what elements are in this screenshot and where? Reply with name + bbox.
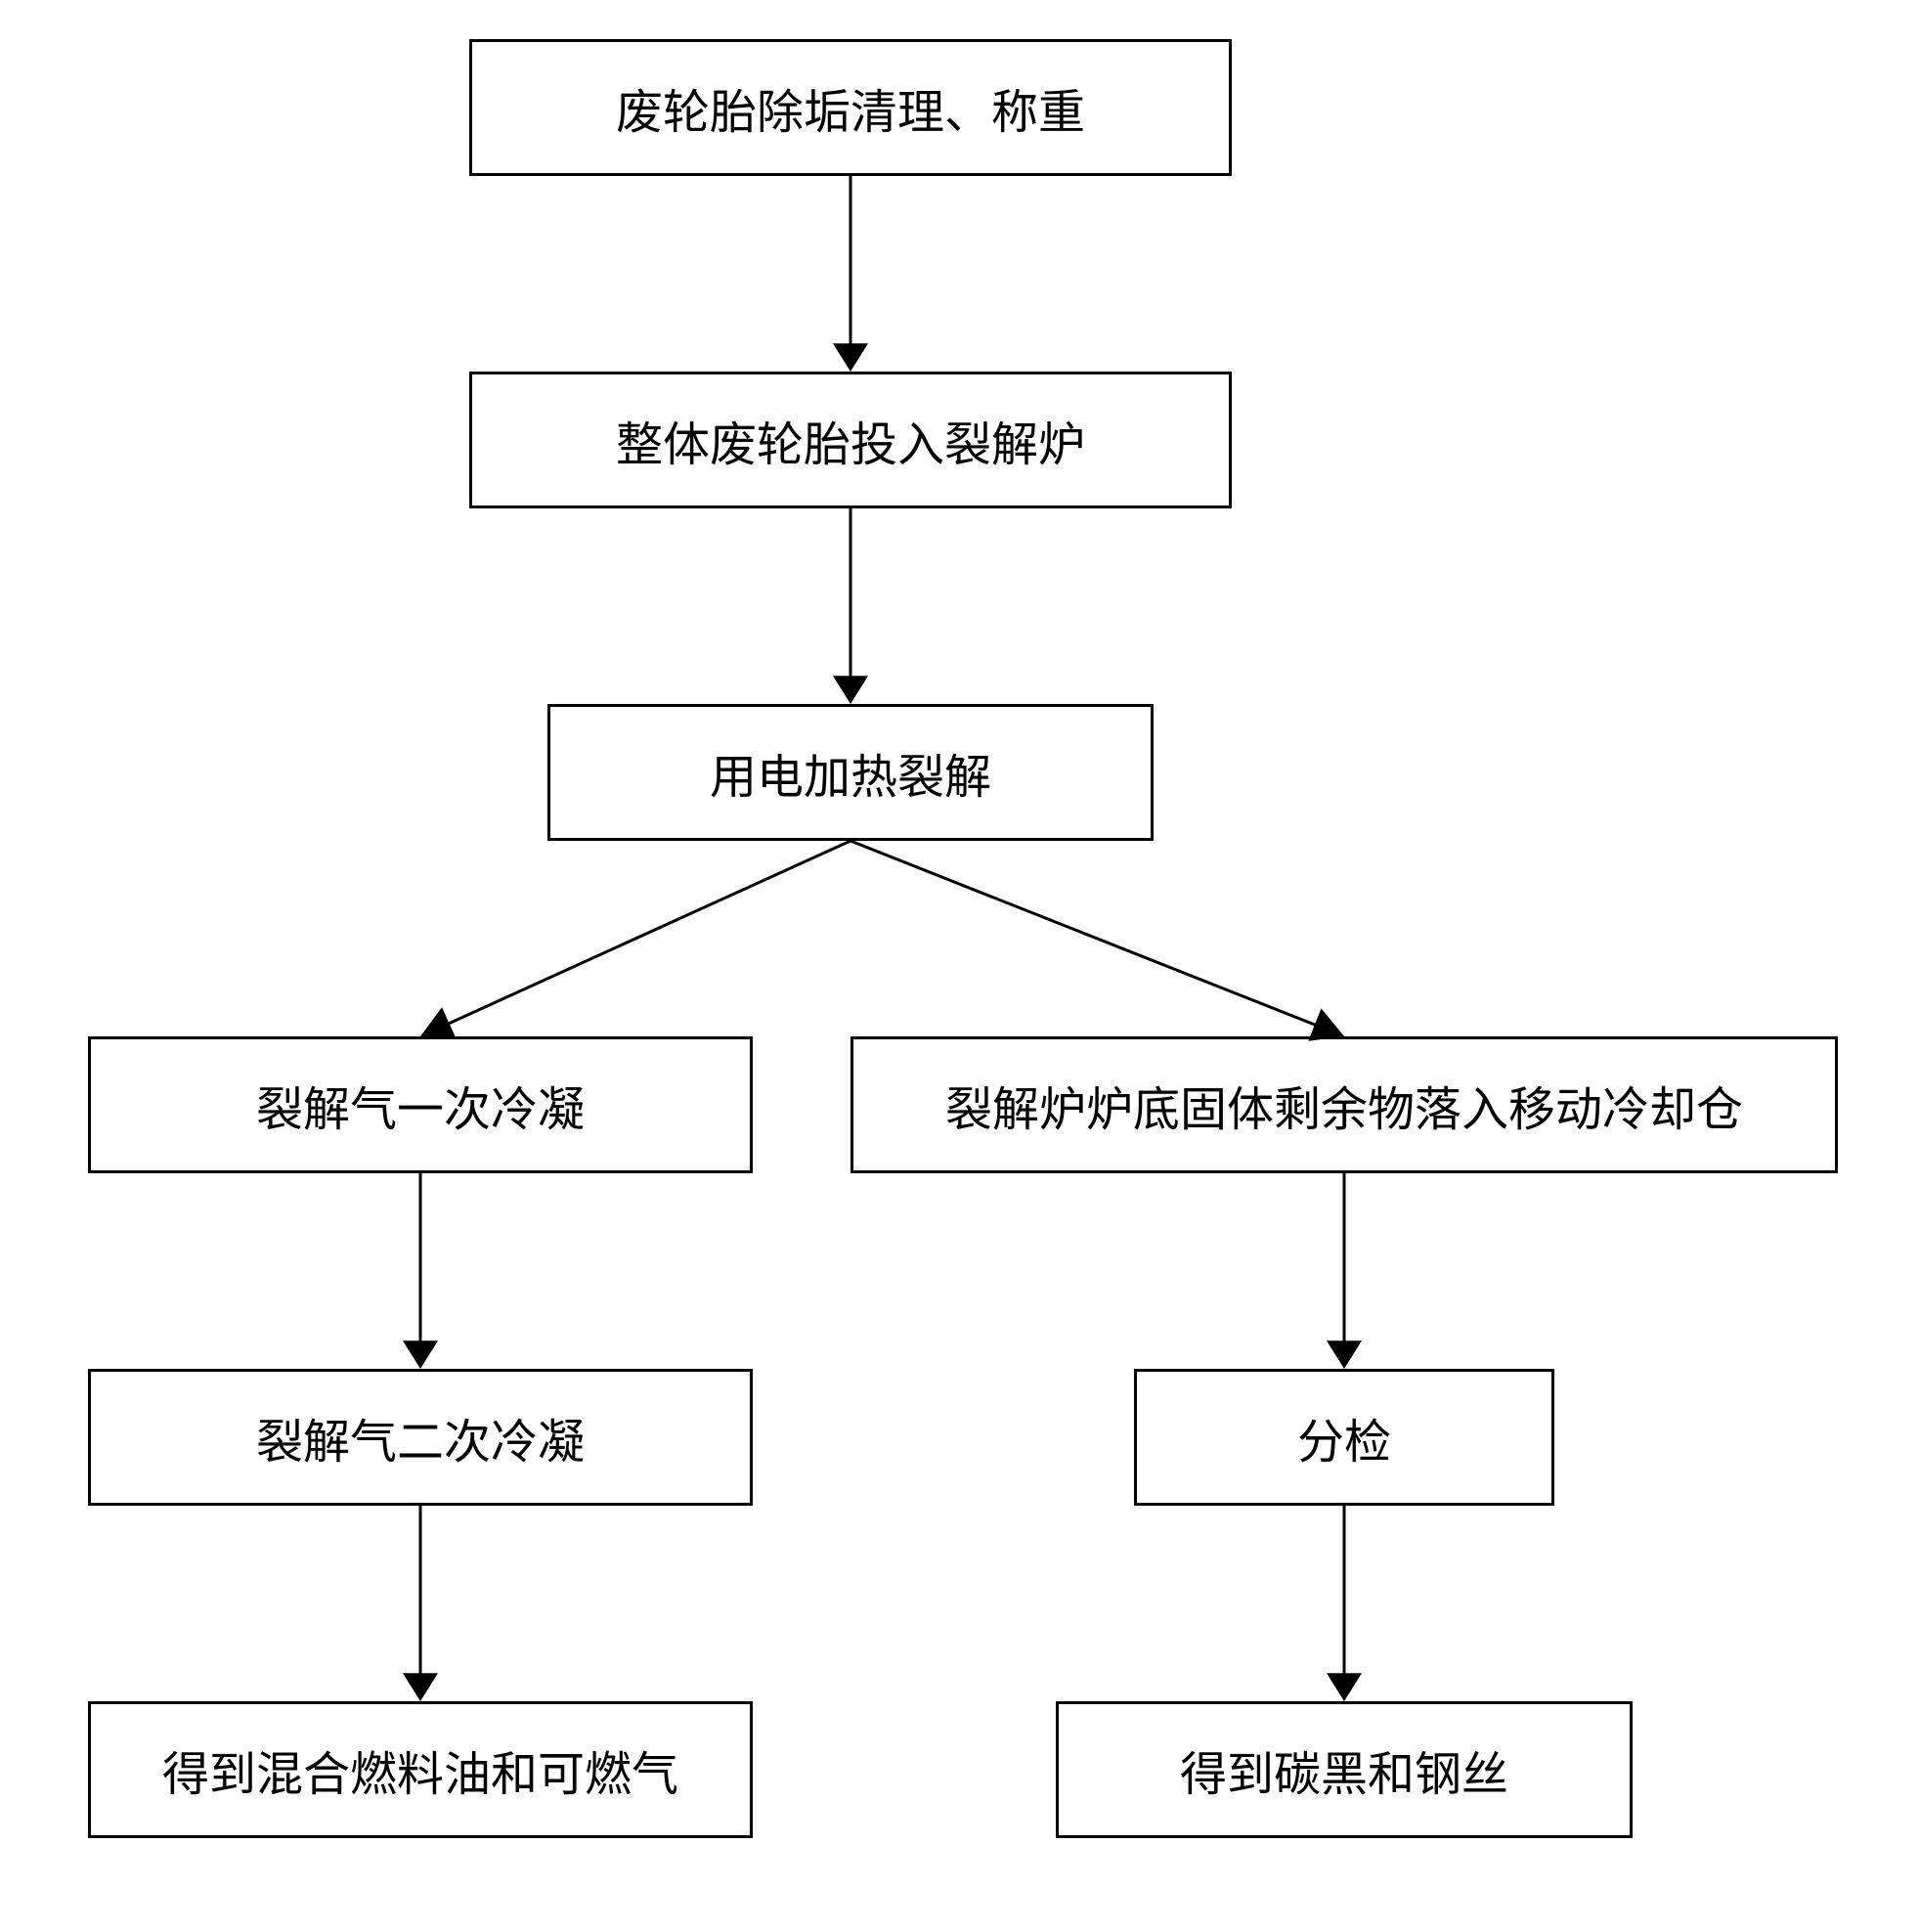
node-step-5-right: 分检	[1134, 1369, 1554, 1506]
flowchart-arrows	[0, 0, 1919, 1932]
node-step-3: 用电加热裂解	[547, 704, 1154, 841]
node-step-2: 整体废轮胎投入裂解炉	[469, 372, 1232, 508]
node-step-4-left: 裂解气一次冷凝	[88, 1036, 753, 1173]
node-step-5-left: 裂解气二次冷凝	[88, 1369, 753, 1506]
node-step-1: 废轮胎除垢清理、称重	[469, 39, 1232, 176]
flowchart-container: 废轮胎除垢清理、称重 整体废轮胎投入裂解炉 用电加热裂解 裂解气一次冷凝 裂解炉…	[0, 0, 1919, 1932]
node-output-left: 得到混合燃料油和可燃气	[88, 1701, 753, 1838]
node-output-right: 得到碳黑和钢丝	[1056, 1701, 1633, 1838]
node-step-4-right: 裂解炉炉底固体剩余物落入移动冷却仓	[850, 1036, 1838, 1173]
